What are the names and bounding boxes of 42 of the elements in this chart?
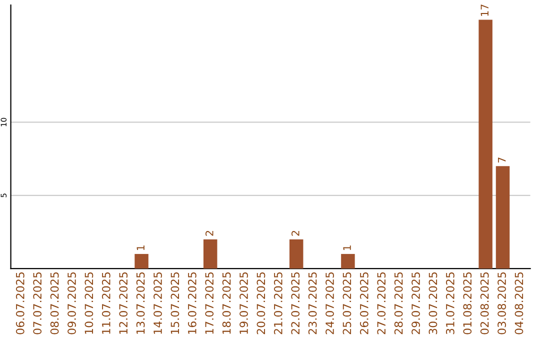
bar	[289, 239, 304, 269]
x-tick-label: 06.07.2025	[16, 272, 24, 334]
data-label: 1	[136, 246, 144, 250]
x-tick-label: 08.07.2025	[50, 272, 59, 334]
bar	[478, 20, 492, 269]
x-tick-label: 20.07.2025	[256, 272, 266, 334]
x-tick-label: 29.07.2025	[412, 272, 420, 334]
x-tick-label: 25.07.2025	[342, 272, 352, 334]
x-tick-label: 19.07.2025	[240, 272, 248, 334]
x-tick-label: 02.08.2025	[480, 272, 489, 334]
data-label: 1	[343, 246, 351, 250]
data-label: 2	[205, 230, 214, 236]
bar	[134, 254, 148, 269]
bar	[203, 239, 218, 269]
bar	[341, 254, 355, 269]
x-tick-label: 13.07.2025	[136, 272, 145, 334]
bar	[496, 166, 510, 269]
x-tick-label: 30.07.2025	[428, 272, 438, 334]
x-tick-label: 15.07.2025	[170, 272, 180, 334]
x-tick-label: 04.08.2025	[514, 272, 524, 334]
data-label: 17	[480, 4, 488, 16]
x-tick-label: 11.07.2025	[102, 272, 110, 334]
data-label: 2	[291, 230, 300, 236]
x-tick-label: 12.07.2025	[119, 272, 128, 334]
x-tick-label: 03.08.2025	[498, 272, 506, 334]
x-tick-label: 26.07.2025	[360, 272, 368, 334]
x-tick-label: 07.07.2025	[33, 272, 42, 334]
x-tick-label: 27.07.2025	[377, 272, 386, 334]
x-tick-label: 01.08.2025	[463, 272, 472, 334]
x-tick-label: 18.07.2025	[222, 272, 231, 334]
x-tick-label: 23.07.2025	[308, 272, 317, 334]
x-tick-label: 31.07.2025	[446, 272, 454, 334]
x-tick-label: 10.07.2025	[84, 272, 94, 334]
x-tick-label: 14.07.2025	[154, 272, 162, 334]
x-tick-label: 09.07.2025	[68, 272, 76, 334]
x-tick-label: 28.07.2025	[394, 272, 403, 334]
x-tick-label: 16.07.2025	[188, 272, 196, 334]
x-tick-label: 17.07.2025	[205, 272, 214, 334]
data-label: 7	[498, 158, 506, 162]
x-tick-label: 21.07.2025	[274, 272, 282, 334]
x-tick-label: 24.07.2025	[326, 272, 334, 334]
x-tick-label: 22.07.2025	[291, 272, 300, 334]
